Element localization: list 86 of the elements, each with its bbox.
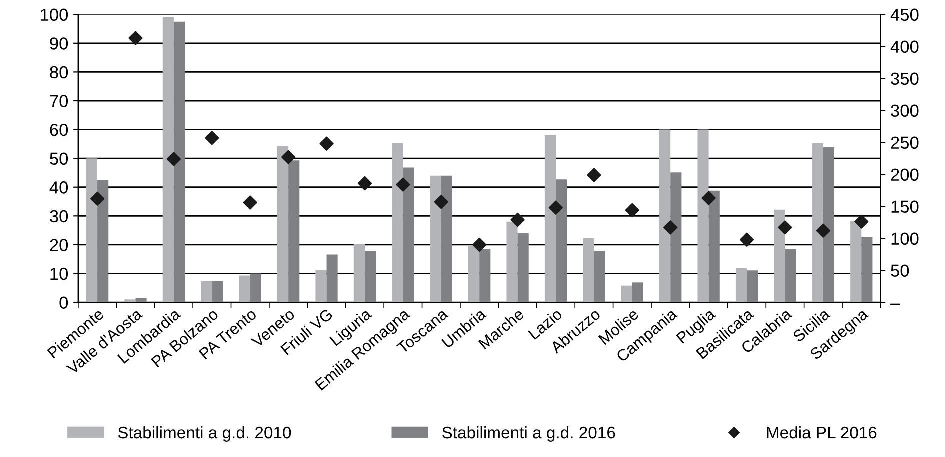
y2-tick-label: 250 (891, 136, 919, 150)
point (243, 196, 258, 210)
bar (544, 135, 556, 303)
bar (698, 130, 709, 303)
point (90, 192, 105, 206)
point (664, 220, 678, 235)
point (510, 212, 525, 228)
y-tick-label: 100 (41, 8, 68, 22)
bar (250, 274, 262, 303)
bar (212, 282, 224, 303)
bar (747, 270, 758, 303)
point (396, 178, 410, 192)
y2-tick-label: 150 (892, 200, 919, 214)
bar (98, 180, 109, 303)
y-tick-label: 70 (50, 95, 68, 108)
y-tick-label: 20 (50, 239, 68, 252)
bar (174, 22, 186, 303)
bar (239, 276, 250, 303)
point (587, 168, 602, 182)
point (854, 214, 869, 229)
bar (403, 168, 414, 303)
point (320, 136, 334, 151)
bar (556, 180, 568, 303)
bar (594, 251, 606, 303)
point (166, 152, 182, 166)
bar (850, 221, 862, 303)
bar (430, 176, 442, 303)
y-tick-label: 30 (50, 210, 68, 223)
bar (316, 270, 327, 303)
bar (632, 282, 644, 303)
y2-tick-label: 350 (891, 72, 919, 86)
bar (518, 233, 529, 303)
y2-tick-label: 300 (891, 104, 919, 118)
y2-tick-label: 400 (890, 40, 919, 54)
legend-label: Stabilimenti a g.d. 2010 (118, 426, 292, 442)
bar (862, 237, 873, 303)
y-tick-label: 80 (50, 66, 68, 79)
bar (86, 158, 98, 303)
bar (136, 298, 147, 303)
bar (774, 210, 786, 303)
point (282, 150, 296, 164)
y-tick-label: 40 (50, 182, 68, 194)
y2-tick-label: 200 (891, 168, 919, 182)
y-tick-label: 10 (50, 268, 68, 280)
point (434, 195, 448, 210)
bar (288, 160, 300, 303)
point (205, 131, 220, 146)
bar (162, 18, 174, 303)
point (816, 224, 830, 238)
y-tick-label: 90 (50, 38, 68, 50)
bar (785, 249, 796, 303)
bar (201, 282, 212, 303)
y-tick-label: 60 (50, 124, 68, 136)
point (548, 200, 564, 215)
bar (506, 222, 518, 303)
y2-tick-label: – (890, 304, 900, 306)
legend-label: Stabilimenti a g.d. 2016 (442, 426, 616, 442)
bar (277, 146, 289, 303)
legend-label: Media PL 2016 (767, 426, 877, 439)
point (702, 191, 716, 206)
bar (708, 190, 720, 303)
y2-tick-label: 100 (892, 232, 919, 246)
bar (480, 249, 491, 303)
bar (621, 286, 632, 303)
y-tick-label: 50 (50, 152, 68, 166)
bar (583, 238, 594, 303)
bar (364, 251, 376, 303)
bar (823, 147, 835, 303)
y2-tick-label: 50 (891, 264, 910, 278)
point (778, 220, 792, 235)
bar (354, 244, 365, 303)
bar (468, 246, 480, 303)
point (358, 176, 372, 191)
y-tick-label: 0 (60, 296, 68, 309)
y2-tick-label: 450 (890, 8, 919, 22)
point (472, 238, 487, 252)
bar (670, 172, 682, 303)
point (625, 203, 640, 218)
bar (392, 143, 404, 303)
bar (660, 130, 671, 303)
point (128, 31, 143, 46)
bar (812, 143, 824, 303)
bar (736, 268, 748, 303)
bar (441, 176, 452, 303)
bar (326, 254, 338, 303)
point (740, 232, 754, 247)
